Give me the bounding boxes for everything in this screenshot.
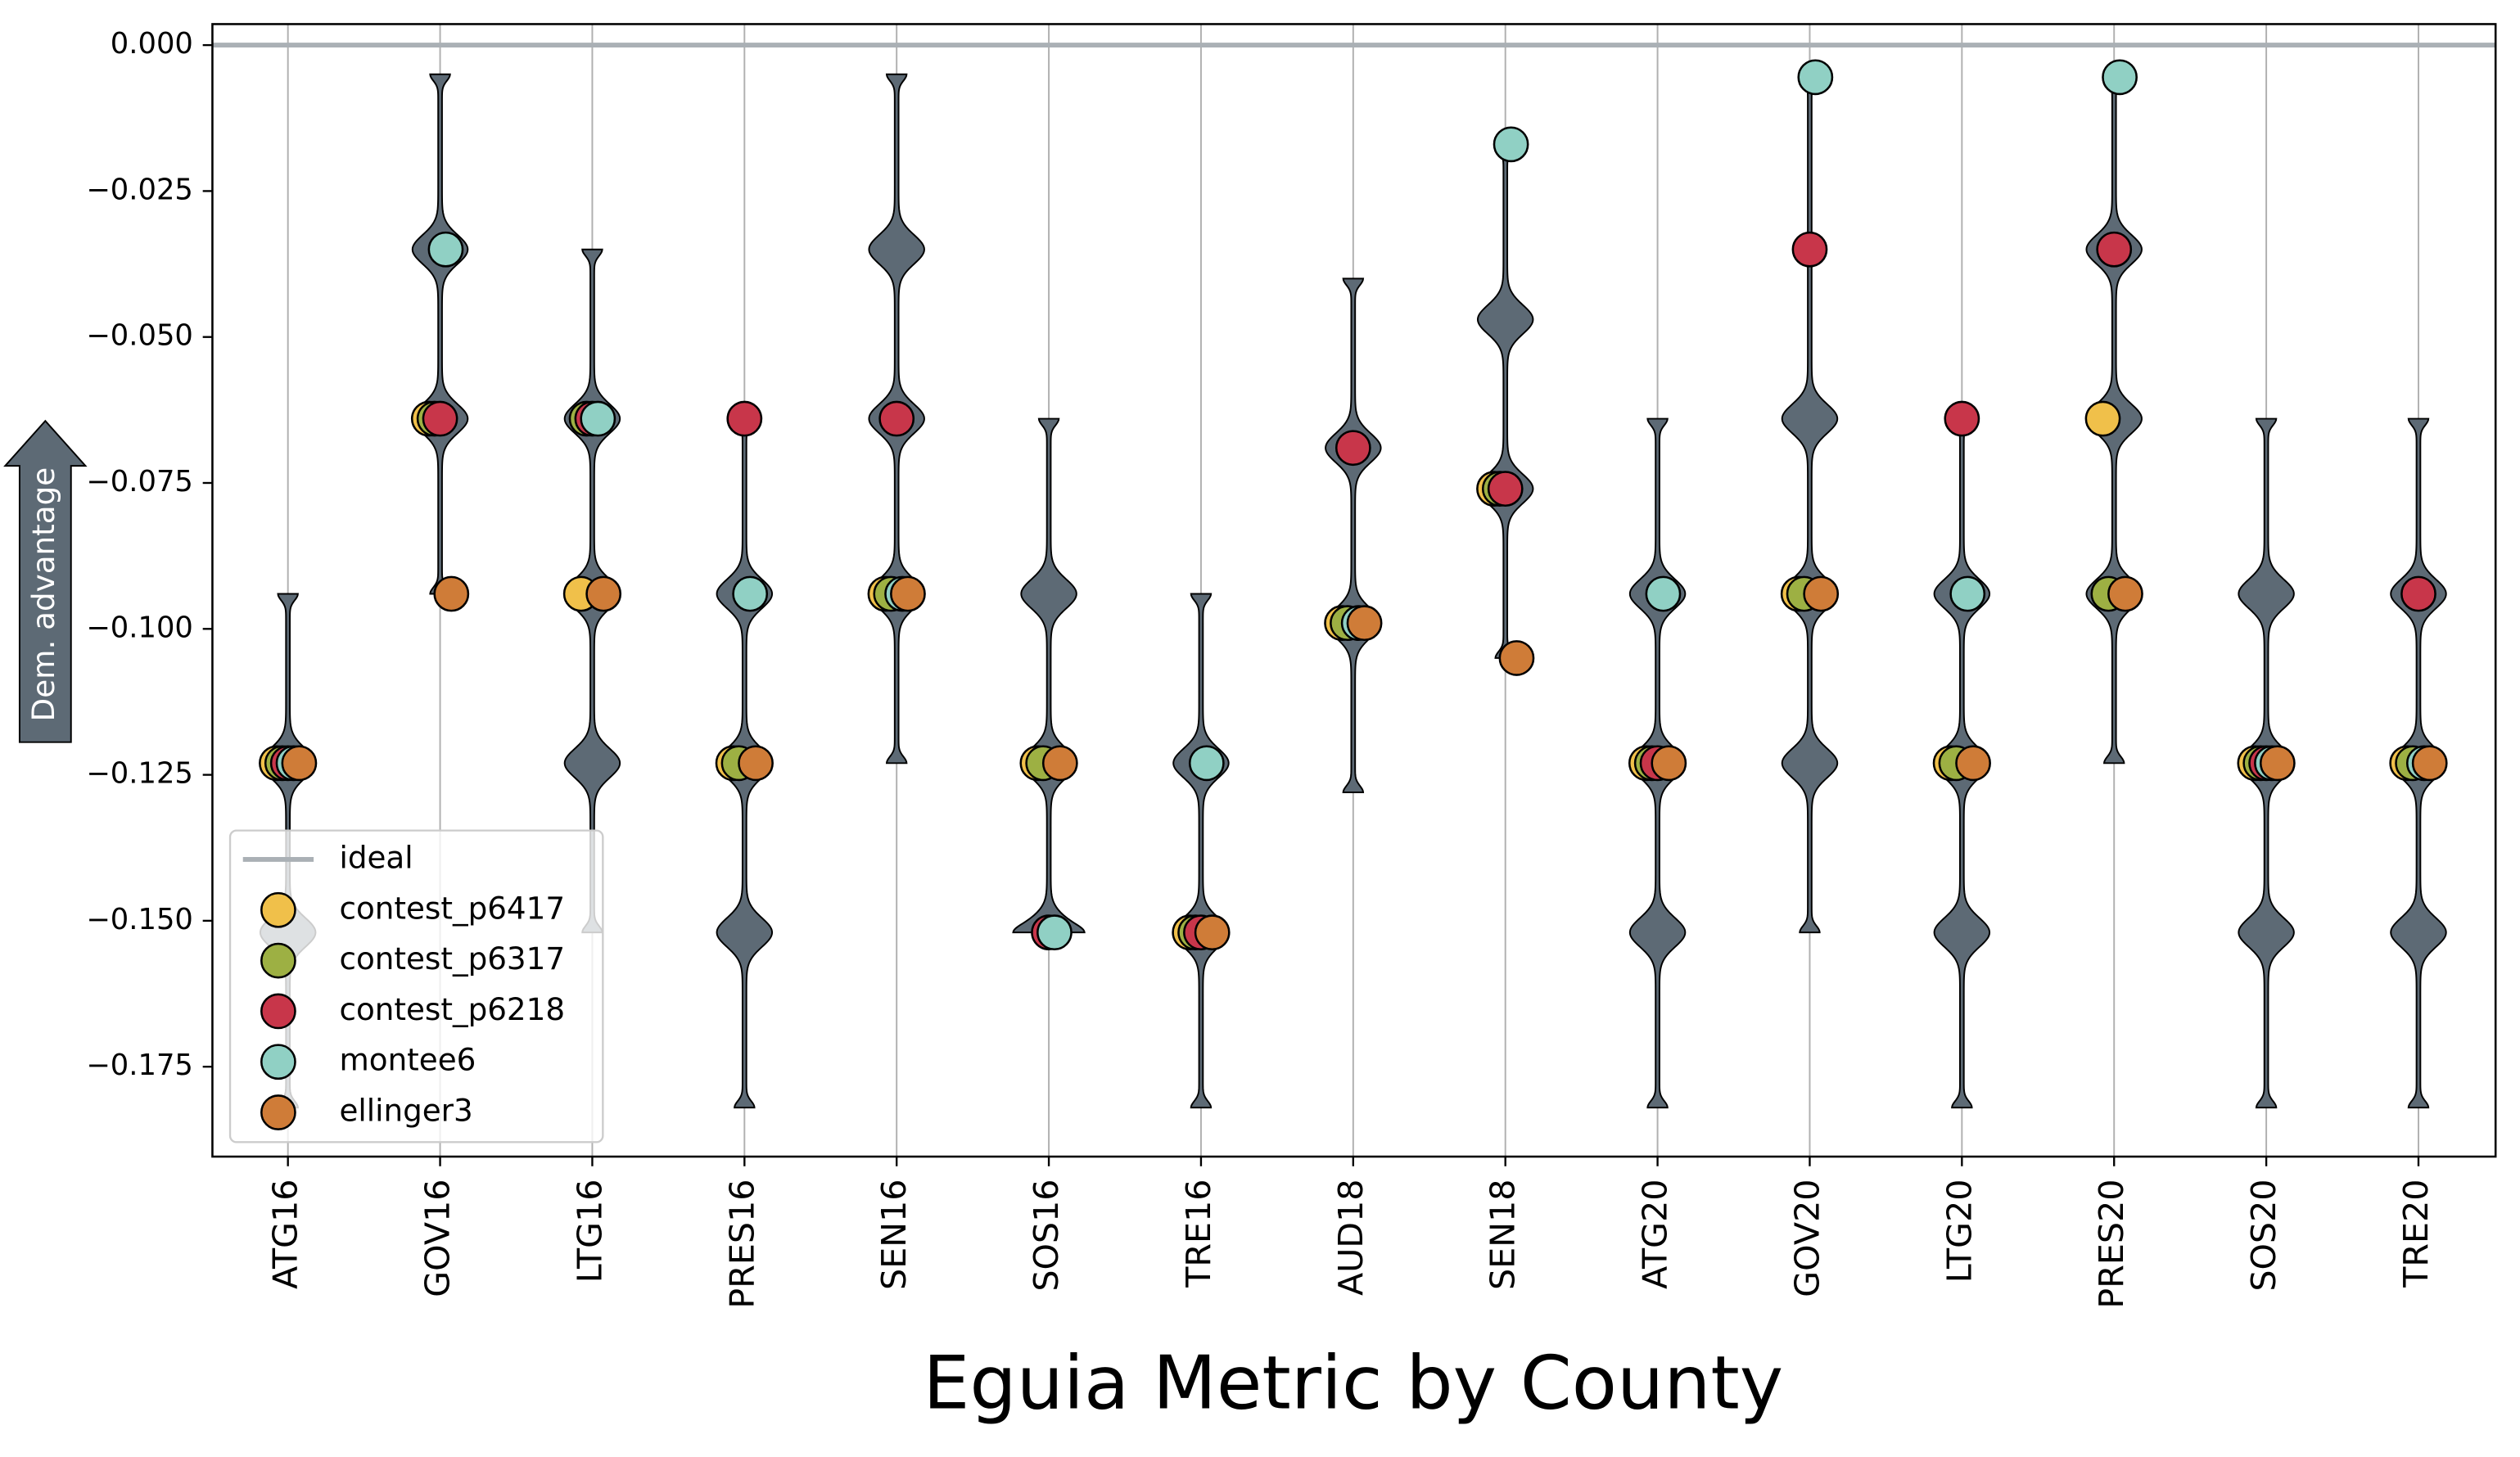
y-tick-label: −0.075	[86, 465, 193, 498]
violin	[411, 73, 469, 595]
x-tick-label: LTG16	[570, 1179, 609, 1283]
x-tick-label: ATG16	[266, 1179, 305, 1289]
point	[1036, 914, 1073, 951]
y-tick-label: −0.025	[86, 173, 193, 206]
violin	[1172, 593, 1230, 1109]
point	[2411, 745, 2448, 782]
violin	[1325, 277, 1382, 793]
x-tick-label: LTG20	[1940, 1179, 1979, 1283]
y-tick-label: −0.150	[86, 903, 193, 936]
point	[2400, 575, 2436, 612]
point	[2259, 745, 2296, 782]
point	[738, 745, 774, 782]
y-axis-label: Dem. advantage	[25, 467, 61, 722]
point	[433, 575, 470, 612]
x-tick-label: GOV16	[418, 1179, 458, 1297]
point	[1335, 430, 1371, 467]
y-tick-label: −0.050	[86, 319, 193, 353]
legend-swatch	[260, 993, 296, 1030]
legend-label: contest_p6317	[339, 941, 565, 977]
point	[1949, 575, 1986, 612]
x-tick-label: AUD18	[1331, 1179, 1371, 1296]
point	[1188, 745, 1225, 782]
point	[2107, 575, 2143, 612]
legend-label: ideal	[339, 839, 413, 875]
y-tick-label: −0.175	[86, 1049, 193, 1082]
x-tick-label: ATG20	[1636, 1179, 1675, 1289]
y-tick-label: 0.000	[111, 27, 193, 61]
x-tick-label: PRES20	[2092, 1179, 2131, 1308]
violin	[1781, 73, 1839, 934]
x-tick-label: PRES16	[722, 1179, 761, 1308]
point	[1791, 231, 1828, 268]
point	[1487, 471, 1524, 507]
point	[2096, 231, 2133, 268]
point-layer	[259, 59, 2448, 951]
point	[427, 231, 464, 268]
point	[1346, 605, 1383, 642]
point	[585, 575, 622, 612]
x-tick-label: SEN16	[874, 1179, 914, 1289]
axis-layer: 0.000 −0.025 −0.050 −0.075 −0.100 −0.125 −0.15…	[86, 27, 2436, 1308]
x-tick-label: GOV20	[1787, 1179, 1827, 1297]
y-label-arrow	[3, 419, 88, 743]
x-tick-label: SOS20	[2244, 1179, 2283, 1291]
legend-swatch	[260, 942, 296, 979]
point	[2084, 400, 2121, 437]
y-tick-label: −0.100	[86, 611, 193, 644]
point	[1955, 745, 1991, 782]
point	[732, 575, 769, 612]
point	[1944, 400, 1980, 437]
legend-swatch	[260, 1094, 296, 1130]
legend-swatch	[260, 1044, 296, 1080]
point	[1797, 59, 1834, 96]
legend-label: ellinger3	[339, 1093, 472, 1129]
point	[1651, 745, 1687, 782]
chart-title: Eguia Metric by County	[923, 1341, 1783, 1427]
point	[1645, 575, 1682, 612]
x-tick-label: SEN18	[1484, 1179, 1523, 1289]
point	[1194, 914, 1231, 951]
point	[1498, 640, 1535, 676]
point	[1493, 126, 1529, 163]
point	[580, 400, 616, 437]
violin	[1012, 417, 1086, 934]
legend: ideal contest_p6417 contest_p6317 contest_p…	[228, 829, 604, 1143]
x-tick-label: SOS16	[1027, 1179, 1066, 1291]
point	[422, 400, 458, 437]
point	[281, 745, 318, 782]
legend-label: contest_p6417	[339, 890, 565, 926]
legend-box	[228, 829, 604, 1143]
point	[1803, 575, 1840, 612]
legend-label: montee6	[339, 1042, 476, 1078]
point	[878, 400, 915, 437]
point	[890, 575, 926, 612]
point	[726, 400, 763, 437]
point	[2102, 59, 2138, 96]
point	[1041, 745, 1078, 782]
legend-label: contest_p6218	[339, 991, 565, 1027]
x-tick-label: TRE16	[1179, 1179, 1218, 1288]
violin	[1476, 143, 1534, 659]
legend-swatch	[260, 891, 296, 928]
x-tick-label: TRE20	[2396, 1179, 2436, 1288]
y-tick-label: −0.125	[86, 757, 193, 791]
